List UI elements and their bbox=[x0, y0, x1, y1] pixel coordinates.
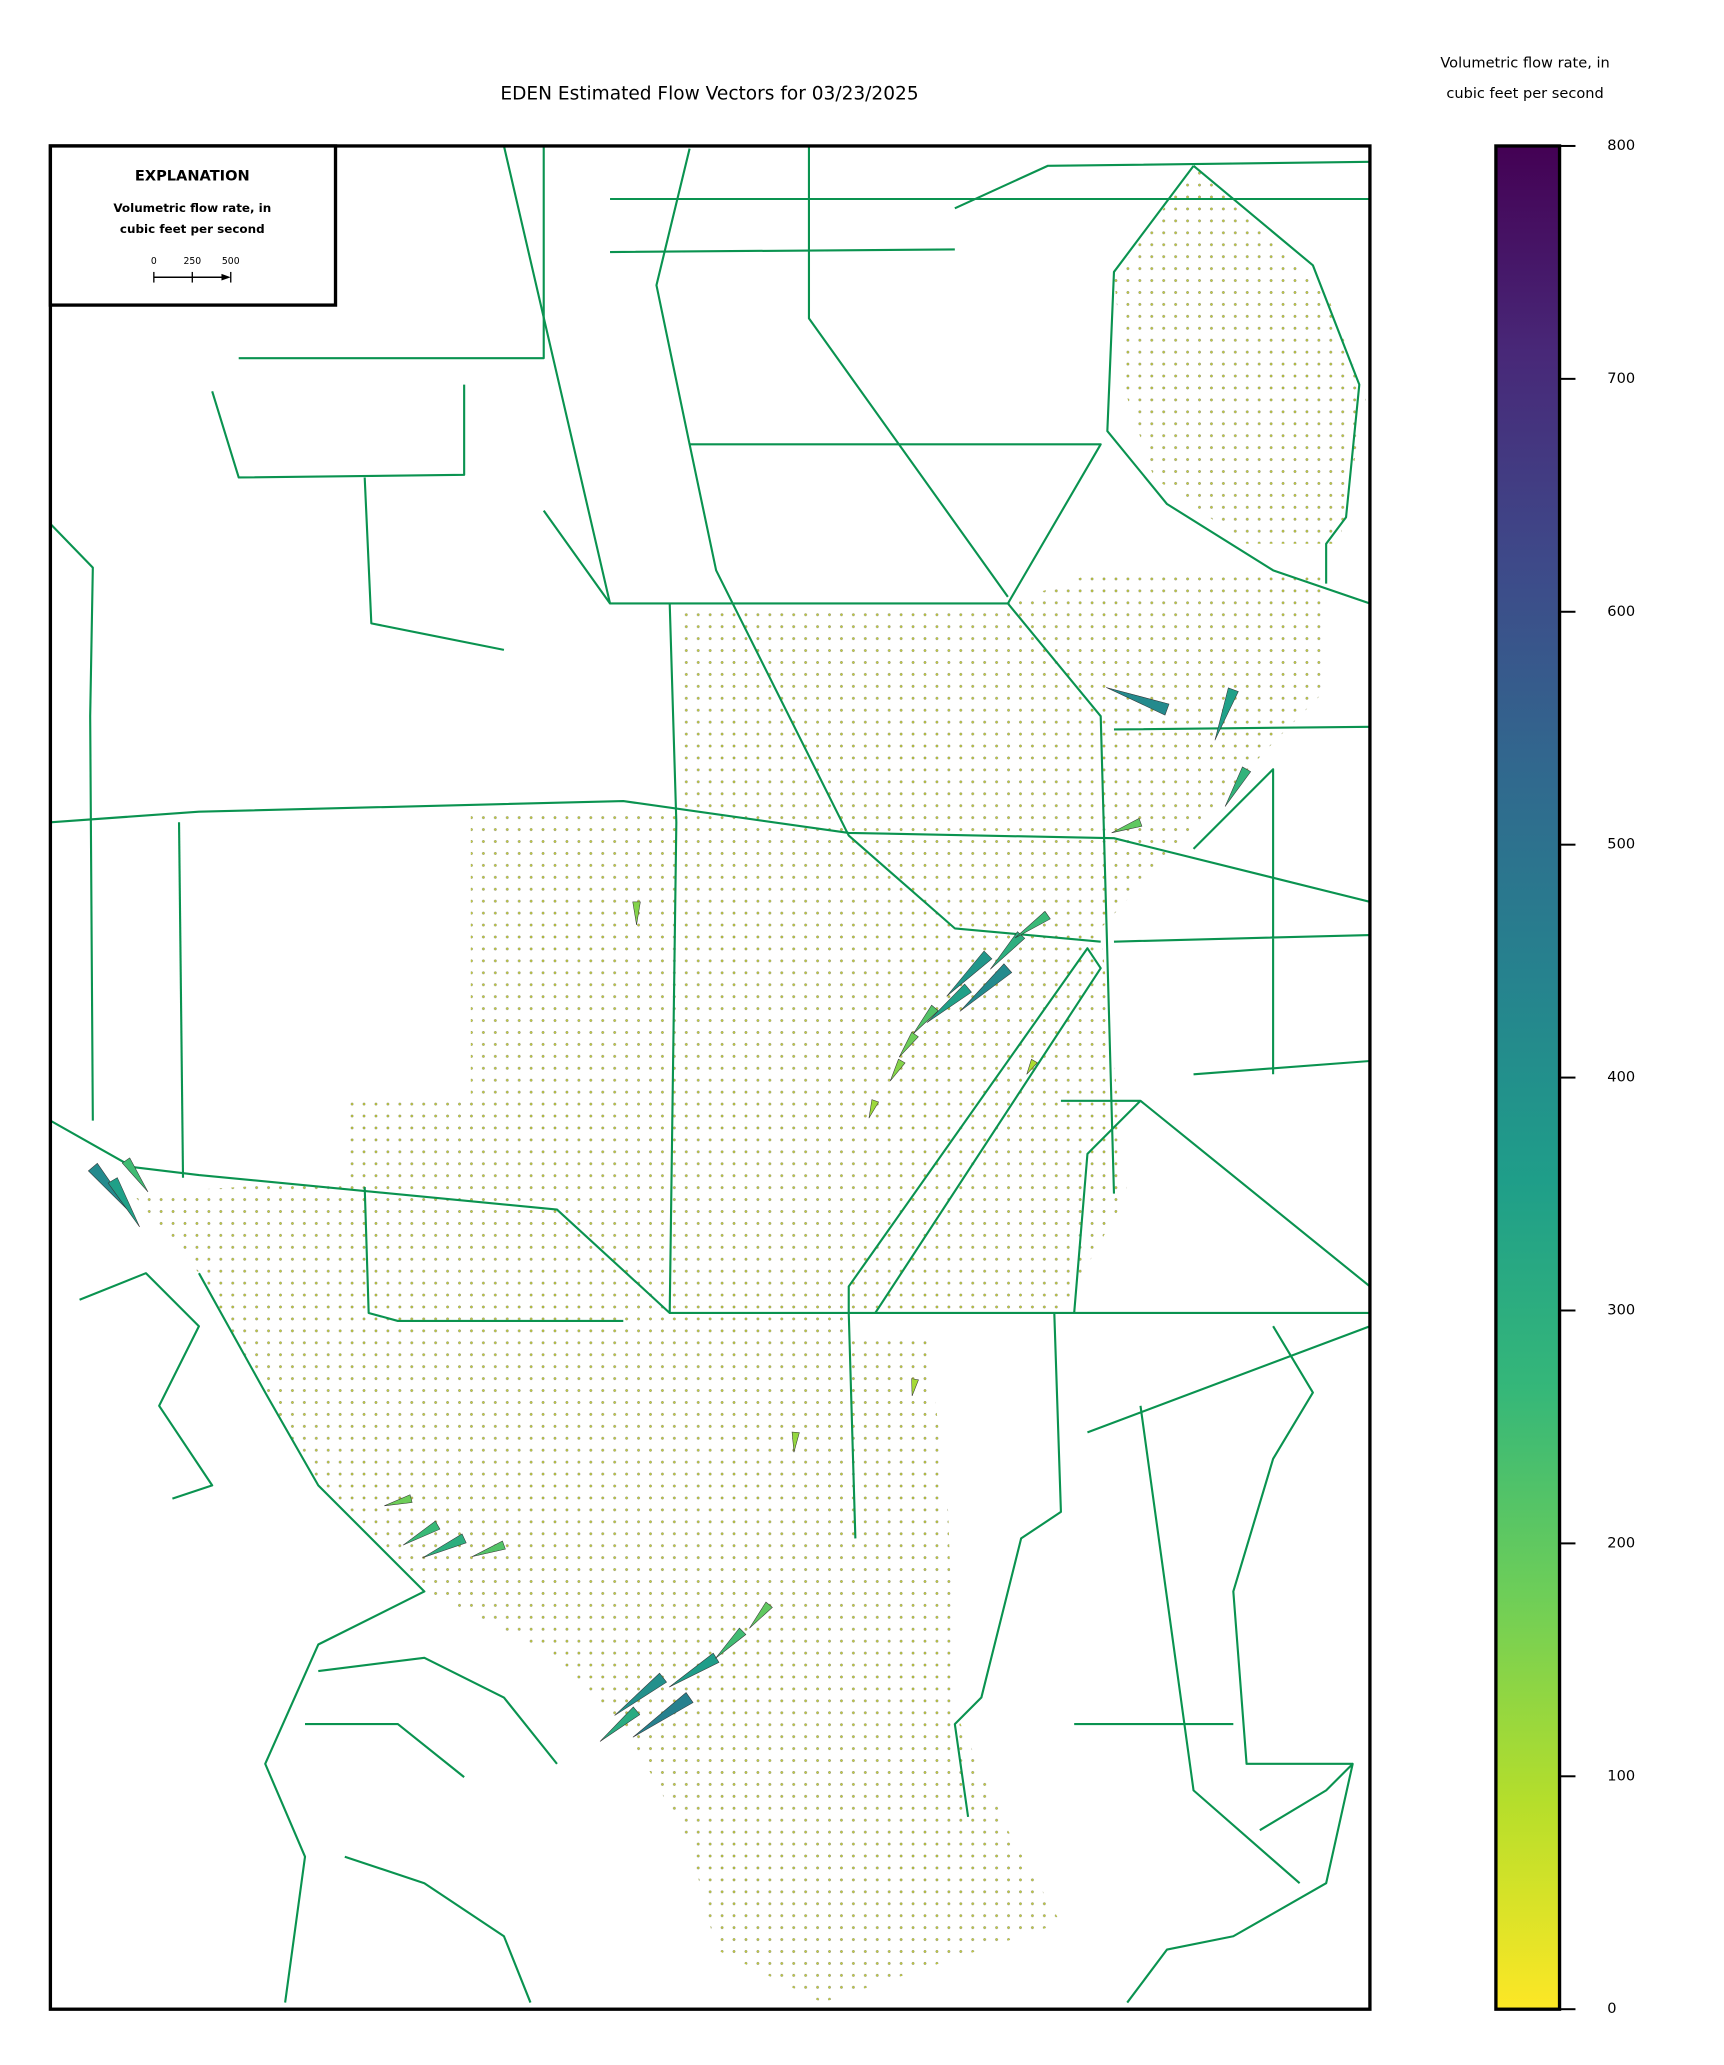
colorbar-label: cubic feet per second bbox=[1446, 85, 1603, 102]
legend-scale: 0 250 500 bbox=[151, 256, 240, 283]
flow-vector bbox=[632, 1692, 694, 1738]
canal bbox=[50, 800, 1370, 903]
map-area bbox=[50, 145, 1370, 2004]
flow-vector bbox=[472, 1540, 506, 1557]
canal bbox=[1126, 1762, 1354, 2004]
canal bbox=[1192, 165, 1361, 584]
legend-label: Volumetric flow rate, in bbox=[113, 201, 271, 215]
colorbar-tick-label: 800 bbox=[1607, 137, 1635, 154]
flow-vector bbox=[898, 1031, 919, 1058]
flow-vector bbox=[868, 1099, 880, 1119]
canal bbox=[1106, 165, 1370, 605]
canal bbox=[655, 148, 1101, 943]
flow-vector bbox=[384, 1494, 413, 1507]
flow-vector bbox=[402, 1520, 441, 1546]
flow-vector bbox=[791, 1431, 800, 1453]
colorbar-label: Volumetric flow rate, in bbox=[1440, 55, 1609, 72]
colorbar-tick-label: 200 bbox=[1607, 1534, 1635, 1551]
flow-vector bbox=[1214, 687, 1239, 741]
flow-vector bbox=[599, 1706, 641, 1742]
canal bbox=[847, 947, 1102, 1314]
colorbar-tick-label: 100 bbox=[1607, 1767, 1635, 1784]
flow-vector bbox=[1014, 910, 1051, 939]
flow-vector bbox=[959, 963, 1013, 1012]
flow-vector bbox=[889, 1058, 906, 1082]
flow-vector bbox=[912, 1004, 939, 1035]
legend-title: EXPLANATION bbox=[135, 167, 250, 184]
flow-vector bbox=[121, 1157, 149, 1193]
flow-vector bbox=[1106, 687, 1170, 716]
flow-vector bbox=[614, 1672, 667, 1716]
legend-scale-label: 0 bbox=[151, 256, 157, 267]
flow-vector bbox=[946, 950, 993, 997]
legend-scale-label: 250 bbox=[183, 256, 201, 267]
legend-label: cubic feet per second bbox=[120, 222, 265, 236]
flow-vector bbox=[107, 1177, 140, 1228]
canal bbox=[668, 603, 678, 1313]
canal bbox=[50, 523, 94, 1121]
colorbar bbox=[1494, 144, 1562, 2011]
flow-vector bbox=[715, 1627, 747, 1659]
colorbar-tick-label: 0 bbox=[1607, 2000, 1616, 2017]
flow-vector bbox=[422, 1533, 467, 1559]
canal bbox=[363, 1186, 624, 1322]
canal bbox=[79, 1272, 214, 1500]
colorbar-tick-label: 700 bbox=[1607, 370, 1635, 387]
canal bbox=[1074, 1325, 1370, 1885]
flow-vectors bbox=[87, 687, 1252, 1742]
legend-scale-label: 500 bbox=[222, 256, 240, 267]
flow-vector bbox=[911, 1378, 919, 1397]
colorbar-ticks: 0 100 200 300 400 500 600 700 800 bbox=[1559, 137, 1635, 2017]
canal bbox=[211, 384, 505, 651]
canal bbox=[542, 443, 1102, 605]
canal bbox=[305, 1656, 558, 2003]
colorbar-tick-label: 400 bbox=[1607, 1069, 1635, 1086]
flow-vector bbox=[990, 931, 1026, 970]
flow-vector bbox=[1224, 766, 1252, 807]
legend-arrowhead bbox=[221, 273, 231, 281]
map-frame bbox=[48, 144, 1372, 2011]
canal bbox=[847, 1312, 1062, 1818]
canal bbox=[1060, 1059, 1370, 1314]
colorbar-tick-label: 500 bbox=[1607, 836, 1635, 853]
flow-vector bbox=[632, 901, 641, 925]
colorbar-tick-label: 600 bbox=[1607, 603, 1635, 620]
vector-field bbox=[132, 570, 1327, 2003]
colorbar-tick-label: 300 bbox=[1607, 1301, 1635, 1318]
map-title: EDEN Estimated Flow Vectors for 03/23/20… bbox=[500, 84, 918, 105]
canal bbox=[50, 1119, 1370, 1315]
canal bbox=[177, 822, 185, 1178]
flow-vector bbox=[1111, 817, 1143, 834]
canal bbox=[238, 145, 1370, 360]
canal bbox=[197, 1272, 426, 2003]
flow-vector bbox=[749, 1601, 773, 1629]
flow-vector bbox=[1026, 1058, 1038, 1075]
vector-field bbox=[1113, 165, 1366, 544]
canal bbox=[1232, 1325, 1353, 1765]
canal bbox=[807, 145, 1370, 598]
canal bbox=[1113, 725, 1370, 1075]
flow-vector bbox=[926, 983, 972, 1023]
